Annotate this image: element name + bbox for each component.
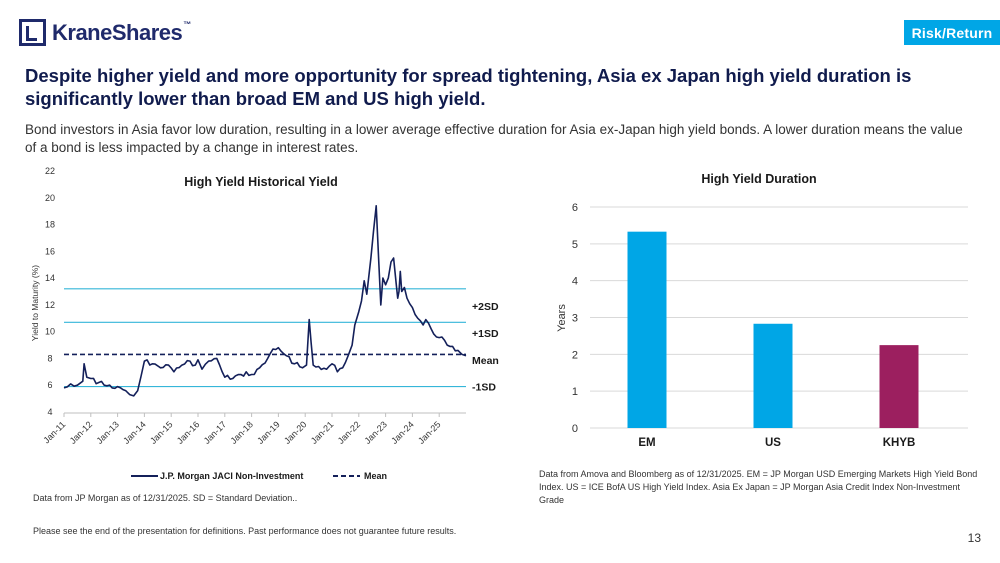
left-chart-source-note: Data from JP Morgan as of 12/31/2025. SD… <box>33 493 298 503</box>
line-chart-x-tick-label: Jan-14 <box>121 419 148 446</box>
line-chart-x-tick-label: Jan-21 <box>309 419 336 446</box>
line-chart-x-tick-label: Jan-20 <box>282 419 309 446</box>
duration-bar-khyb <box>879 345 919 428</box>
line-chart-x-tick-label: Jan-18 <box>228 419 255 446</box>
reference-line-label: +2SD <box>472 301 499 313</box>
line-chart-title: High Yield Historical Yield <box>184 175 338 189</box>
page-number: 13 <box>967 531 981 545</box>
line-chart-x-tick-label: Jan-25 <box>416 419 443 446</box>
line-chart-y-tick-label: 22 <box>45 166 55 176</box>
bar-chart-y-tick-label: 2 <box>572 349 578 361</box>
bar-chart-y-tick-label: 5 <box>572 239 578 251</box>
line-chart-y-tick-label: 6 <box>47 380 52 390</box>
bar-chart-y-tick-label: 6 <box>572 202 578 214</box>
page-subtext: Bond investors in Asia favor low duratio… <box>25 122 963 155</box>
bar-chart-y-tick-label: 0 <box>572 423 578 435</box>
line-chart-x-tick-label: Jan-15 <box>148 419 175 446</box>
line-chart-x-tick-label: Jan-17 <box>202 419 229 446</box>
line-chart-y-tick-label: 18 <box>45 220 55 230</box>
bar-chart-y-tick-label: 1 <box>572 386 578 398</box>
line-chart-y-tick-label: 20 <box>45 193 55 203</box>
page-headline: Despite higher yield and more opportunit… <box>25 65 912 109</box>
brand-name: KraneShares™ <box>52 19 191 45</box>
line-chart-x-tick-label: Jan-11 <box>41 419 67 445</box>
bar-chart-y-tick-label: 3 <box>572 313 578 325</box>
line-chart-x-tick-label: Jan-13 <box>94 419 121 446</box>
kraneshares-logo-mark-icon <box>19 19 46 46</box>
line-chart-y-tick-label: 8 <box>47 353 52 363</box>
line-chart-x-tick-label: Jan-23 <box>362 419 389 446</box>
line-chart-y-tick-label: 12 <box>45 300 55 310</box>
right-chart-source-note: Data from Amova and Bloomberg as of 12/3… <box>539 469 978 505</box>
line-chart-y-tick-label: 16 <box>45 246 55 256</box>
line-chart-y-axis-label: Yield to Maturity (%) <box>30 265 40 341</box>
line-chart-x-tick-label: Jan-24 <box>389 419 416 446</box>
reference-line-label: -1SD <box>472 382 496 394</box>
bar-chart-category-label: EM <box>638 437 655 449</box>
section-badge: Risk/Return <box>904 20 1000 45</box>
duration-bar-us <box>753 323 793 428</box>
line-chart-y-tick-label: 14 <box>45 273 55 283</box>
disclaimer: Please see the end of the presentation f… <box>33 526 457 536</box>
yield-series-line <box>63 205 467 397</box>
bar-chart-category-label: KHYB <box>883 437 916 449</box>
reference-line-label: +1SD <box>472 328 499 340</box>
legend-series-label: J.P. Morgan JACI Non-Investment <box>160 471 303 481</box>
line-chart-x-tick-label: Jan-19 <box>255 419 282 446</box>
legend-mean-label: Mean <box>364 471 387 481</box>
line-chart-y-tick-label: 10 <box>45 327 55 337</box>
bar-chart-category-label: US <box>765 437 781 449</box>
kraneshares-logo: KraneShares™ <box>19 19 191 46</box>
bar-chart-y-axis-label: Years <box>556 304 568 332</box>
reference-line-label: Mean <box>472 355 499 367</box>
bar-chart-title: High Yield Duration <box>701 172 816 186</box>
duration-bar-em <box>627 231 667 428</box>
line-chart-x-tick-label: Jan-16 <box>175 419 202 446</box>
line-chart-x-tick-label: Jan-12 <box>68 419 95 446</box>
line-chart-x-tick-label: Jan-22 <box>336 419 363 446</box>
line-chart-y-tick-label: 4 <box>47 407 52 417</box>
bar-chart-y-tick-label: 4 <box>572 276 578 288</box>
